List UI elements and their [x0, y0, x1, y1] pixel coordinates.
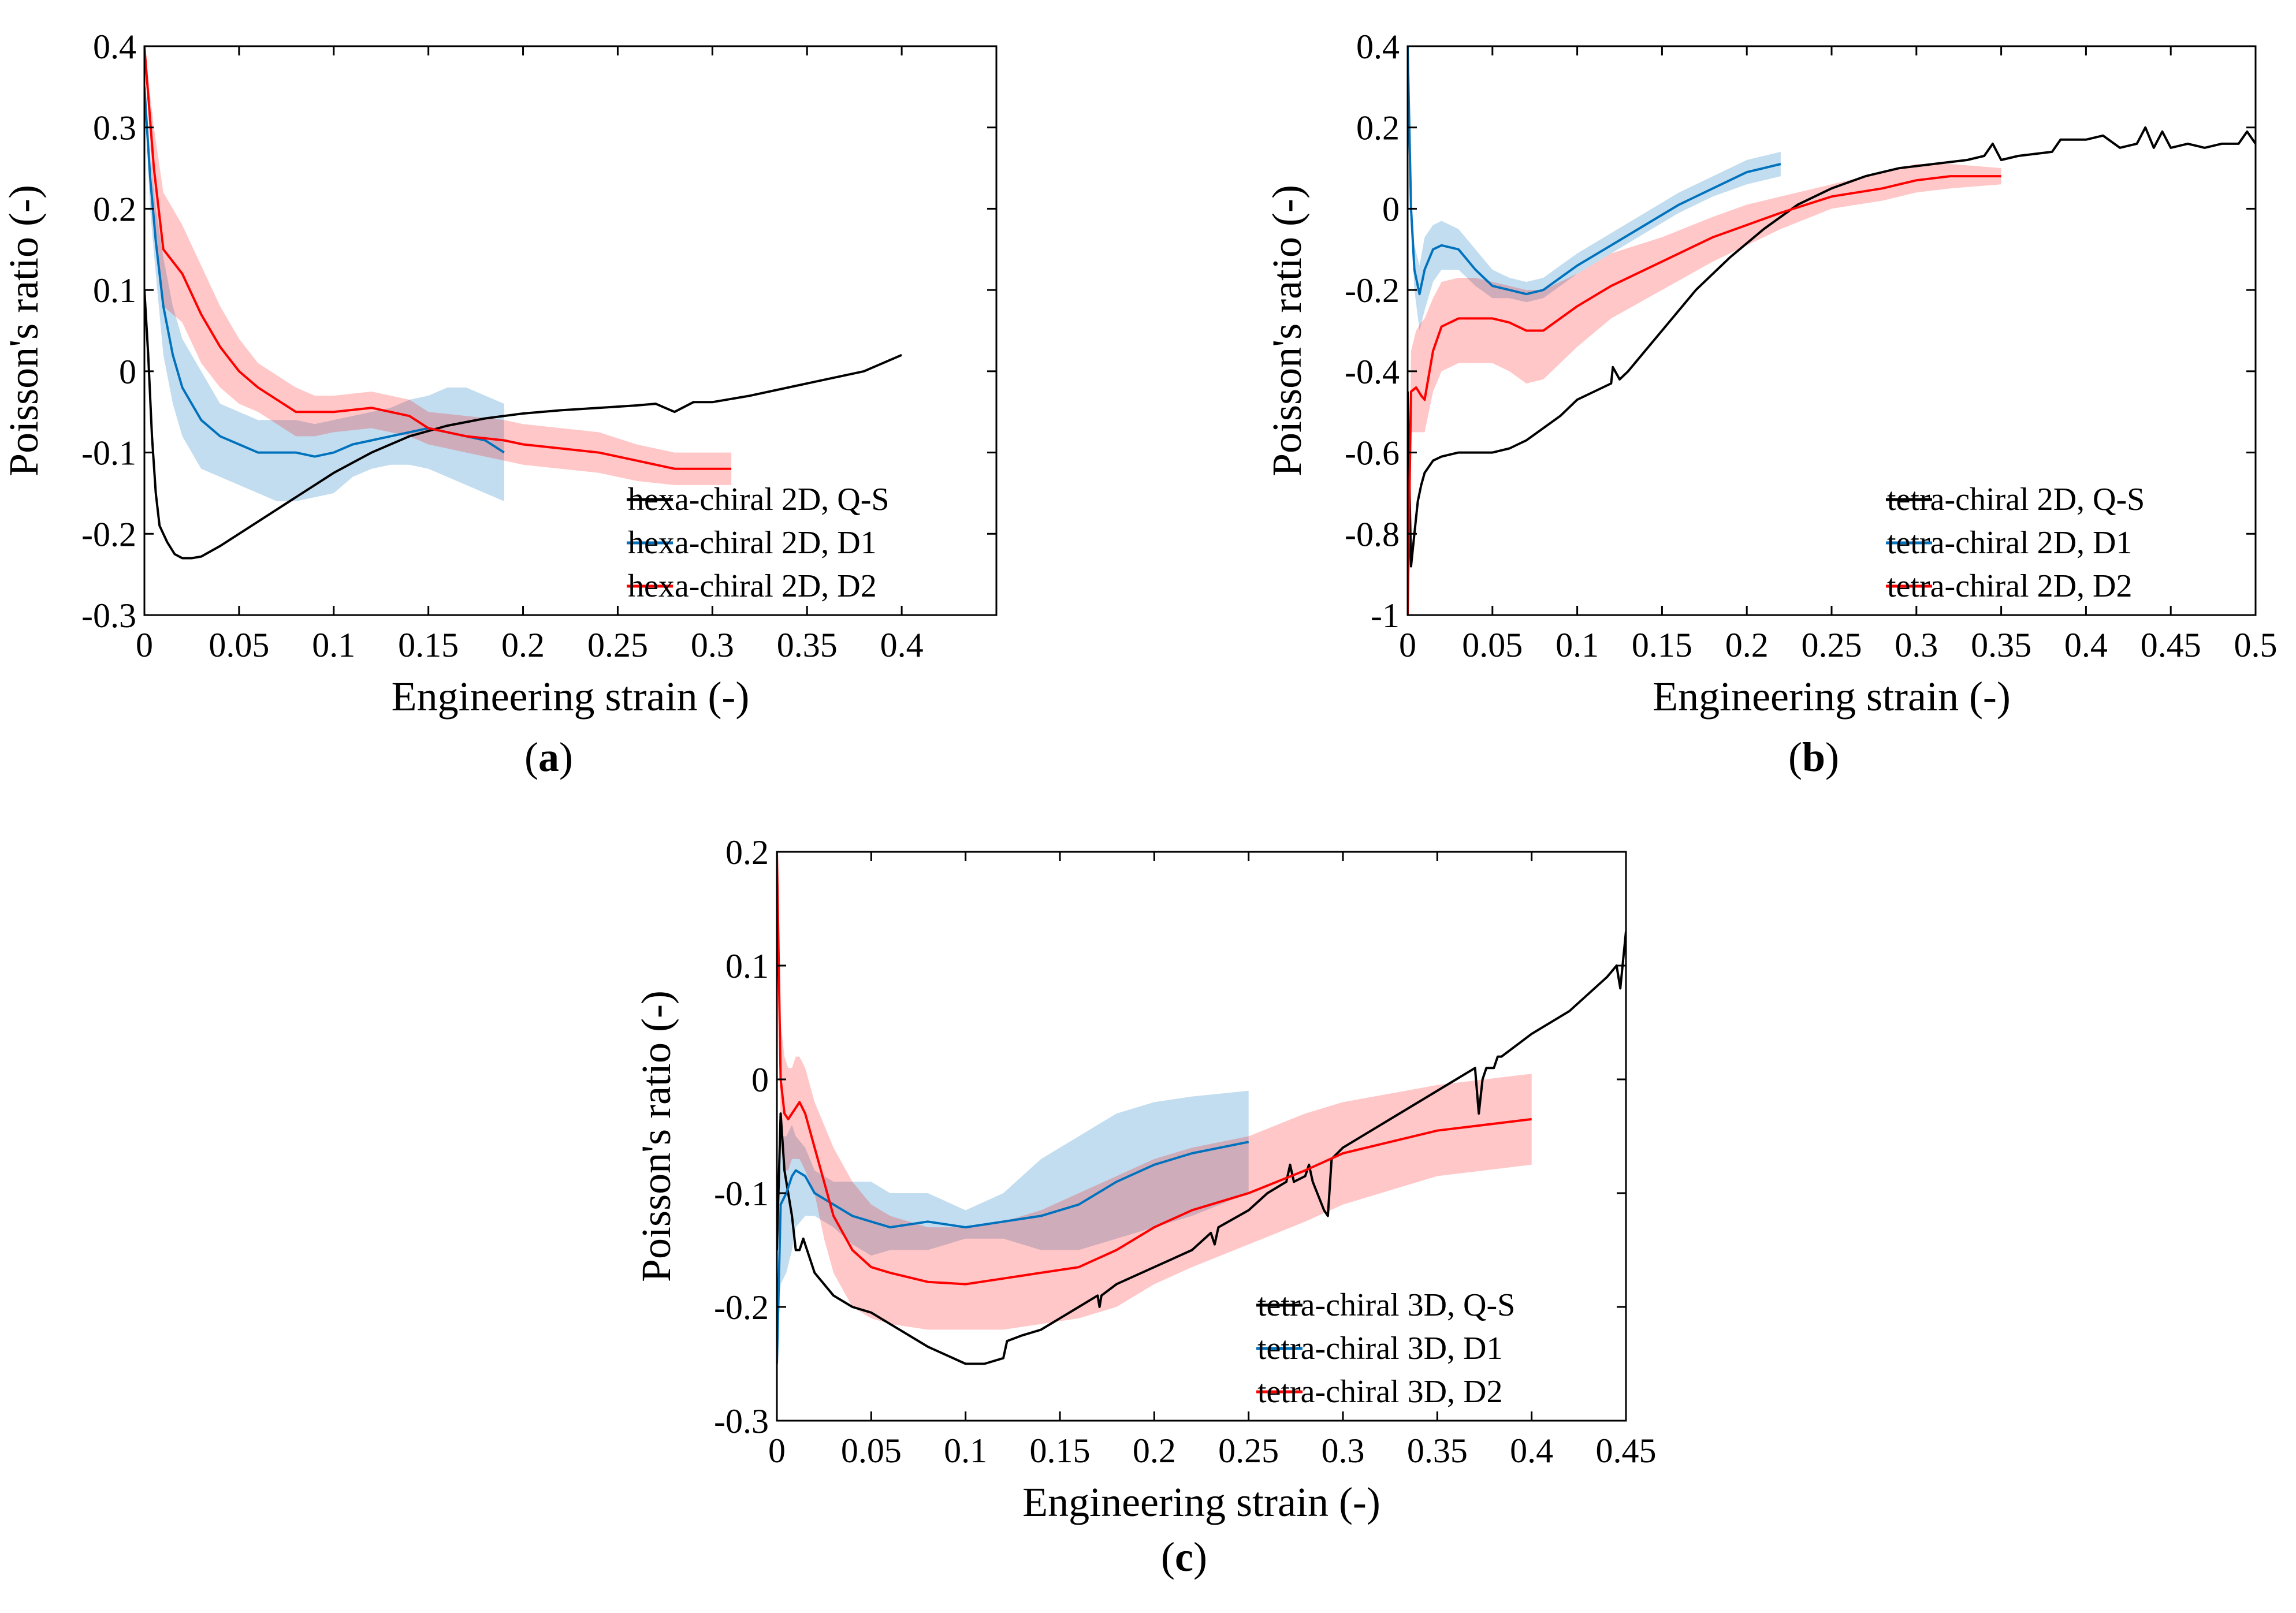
y-tick-label: 0.1	[93, 271, 136, 310]
x-tick-label: 0.45	[2141, 626, 2201, 664]
series-line-2	[777, 852, 1532, 1286]
y-axis-title: Poisson's ratio (-)	[1, 185, 47, 476]
y-tick-label: -0.8	[1345, 515, 1400, 553]
legend: tetra-chiral 3D, Q-S tetra-chiral 3D, D1 t…	[1256, 1287, 1515, 1410]
panel-caption: (b)	[1788, 734, 1839, 780]
x-tick-label: 0.5	[2234, 626, 2278, 664]
legend-label: tetra-chiral 2D, Q-S	[1887, 482, 2145, 517]
series-band-2	[777, 852, 1532, 1330]
y-axis-title: Poisson's ratio (-)	[1264, 185, 1310, 476]
y-tick-label: -0.3	[714, 1402, 769, 1440]
x-tick-label: 0	[768, 1432, 786, 1470]
x-tick-label: 0.25	[1802, 626, 1862, 664]
x-tick-label: 0.2	[1133, 1432, 1176, 1470]
x-tick-label: 0.4	[2064, 626, 2108, 664]
y-tick-label: -1	[1371, 597, 1400, 635]
x-axis-title: Engineering strain (-)	[392, 673, 750, 720]
x-tick-label: 0.35	[777, 626, 838, 664]
y-tick-label: -0.1	[714, 1175, 769, 1213]
series-line-1	[1408, 46, 1781, 296]
axes-frame	[776, 851, 1627, 1422]
y-tick-label: 0	[751, 1061, 769, 1099]
axes-frame	[143, 45, 998, 616]
legend-label: tetra-chiral 3D, D2	[1257, 1374, 1502, 1410]
panel-caption: (a)	[524, 734, 573, 780]
x-tick-label: 0.4	[880, 626, 924, 664]
series-line-0	[1408, 126, 2256, 568]
panel-a-plot-area	[144, 46, 902, 560]
y-axis-title: Poisson's ratio (-)	[633, 990, 679, 1282]
legend-label: hexa-chiral 2D, D2	[628, 568, 877, 604]
y-tick-label: -0.1	[81, 434, 136, 472]
legend-label: tetra-chiral 3D, D1	[1257, 1331, 1502, 1366]
x-tick-label: 0.1	[1556, 626, 1599, 664]
y-tick-label: 0.2	[1356, 109, 1400, 147]
x-tick-label: 0.3	[691, 626, 734, 664]
y-tick-label: 0.4	[93, 28, 136, 66]
panel-a: 0 0.05 0.1 0.15 0.2 0.25 0.3 0.35 0.4 -0.3 -0.2 -0.…	[1, 28, 998, 780]
x-axis-title: Engineering strain (-)	[1022, 1479, 1380, 1525]
series-line-2	[1408, 175, 2001, 615]
series-band-2	[1408, 164, 2001, 615]
y-tick-label: 0.4	[1356, 28, 1400, 66]
panel-label: b	[1802, 734, 1825, 780]
panel-caption: (c)	[1161, 1534, 1207, 1580]
y-tick-label: -0.2	[714, 1288, 769, 1327]
legend-label: hexa-chiral 2D, D1	[628, 525, 877, 561]
series-line-0	[777, 931, 1626, 1365]
x-tick-label: 0.35	[1971, 626, 2031, 664]
x-tick-label: 0.2	[1725, 626, 1769, 664]
legend-label: tetra-chiral 2D, D1	[1887, 525, 2132, 561]
x-tick-label: 0.35	[1407, 1432, 1468, 1470]
x-tick-label: 0.1	[944, 1432, 987, 1470]
series-band-1	[1408, 46, 1781, 331]
y-tick-label: 0.2	[725, 833, 769, 871]
x-tick-label: 0	[1399, 626, 1416, 664]
x-tick-label: 0.3	[1322, 1432, 1365, 1470]
x-tick-label: 0.25	[1218, 1432, 1279, 1470]
legend: tetra-chiral 2D, Q-S tetra-chiral 2D, D1 t…	[1886, 482, 2145, 604]
panel-c-plot-area	[777, 852, 1626, 1365]
x-tick-label: 0.25	[587, 626, 648, 664]
panel-b: 0 0.05 0.1 0.15 0.2 0.25 0.3 0.35 0.4 0.45 0.5 -1 -0…	[1264, 28, 2278, 780]
y-tick-label: 0	[1382, 190, 1400, 228]
x-tick-label: 0.4	[1510, 1432, 1553, 1470]
y-tick-label: -0.4	[1345, 353, 1400, 391]
x-tick-label: 0.05	[841, 1432, 902, 1470]
y-tick-label: 0.3	[93, 109, 136, 147]
panel-b-plot-area	[1408, 46, 2256, 615]
x-tick-label: 0.15	[398, 626, 459, 664]
panel-c: 0 0.05 0.1 0.15 0.2 0.25 0.3 0.35 0.4 0.45 -0.3 -0.…	[633, 833, 1657, 1580]
y-tick-label: 0.2	[93, 190, 136, 228]
x-tick-label: 0.15	[1632, 626, 1692, 664]
legend-label: tetra-chiral 2D, D2	[1887, 568, 2132, 604]
legend: hexa-chiral 2D, Q-S hexa-chiral 2D, D1 hex…	[627, 482, 890, 604]
x-tick-label: 0.15	[1030, 1432, 1091, 1470]
series-band-1	[777, 1090, 1249, 1364]
panel-label: c	[1175, 1534, 1193, 1580]
x-tick-label: 0	[136, 626, 153, 664]
x-tick-label: 0.2	[501, 626, 545, 664]
x-tick-label: 0.1	[312, 626, 355, 664]
y-tick-label: -0.2	[1345, 271, 1400, 310]
legend-label: hexa-chiral 2D, Q-S	[628, 482, 890, 517]
y-tick-label: -0.6	[1345, 434, 1400, 472]
series-line-1	[777, 1141, 1249, 1364]
x-tick-label: 0.45	[1596, 1432, 1657, 1470]
y-tick-label: 0.1	[725, 947, 769, 985]
y-tick-label: 0	[119, 353, 136, 391]
series-line-2	[144, 46, 732, 470]
x-tick-label: 0.05	[209, 626, 269, 664]
x-axis-title: Engineering strain (-)	[1653, 673, 2011, 720]
panel-label: a	[538, 734, 559, 780]
x-tick-label: 0.3	[1895, 626, 1938, 664]
series-line-0	[144, 289, 902, 560]
legend-label: tetra-chiral 3D, Q-S	[1257, 1287, 1515, 1323]
series-band-1	[144, 87, 504, 501]
x-tick-label: 0.05	[1462, 626, 1523, 664]
y-tick-label: -0.2	[81, 515, 136, 553]
y-tick-label: -0.3	[81, 597, 136, 635]
